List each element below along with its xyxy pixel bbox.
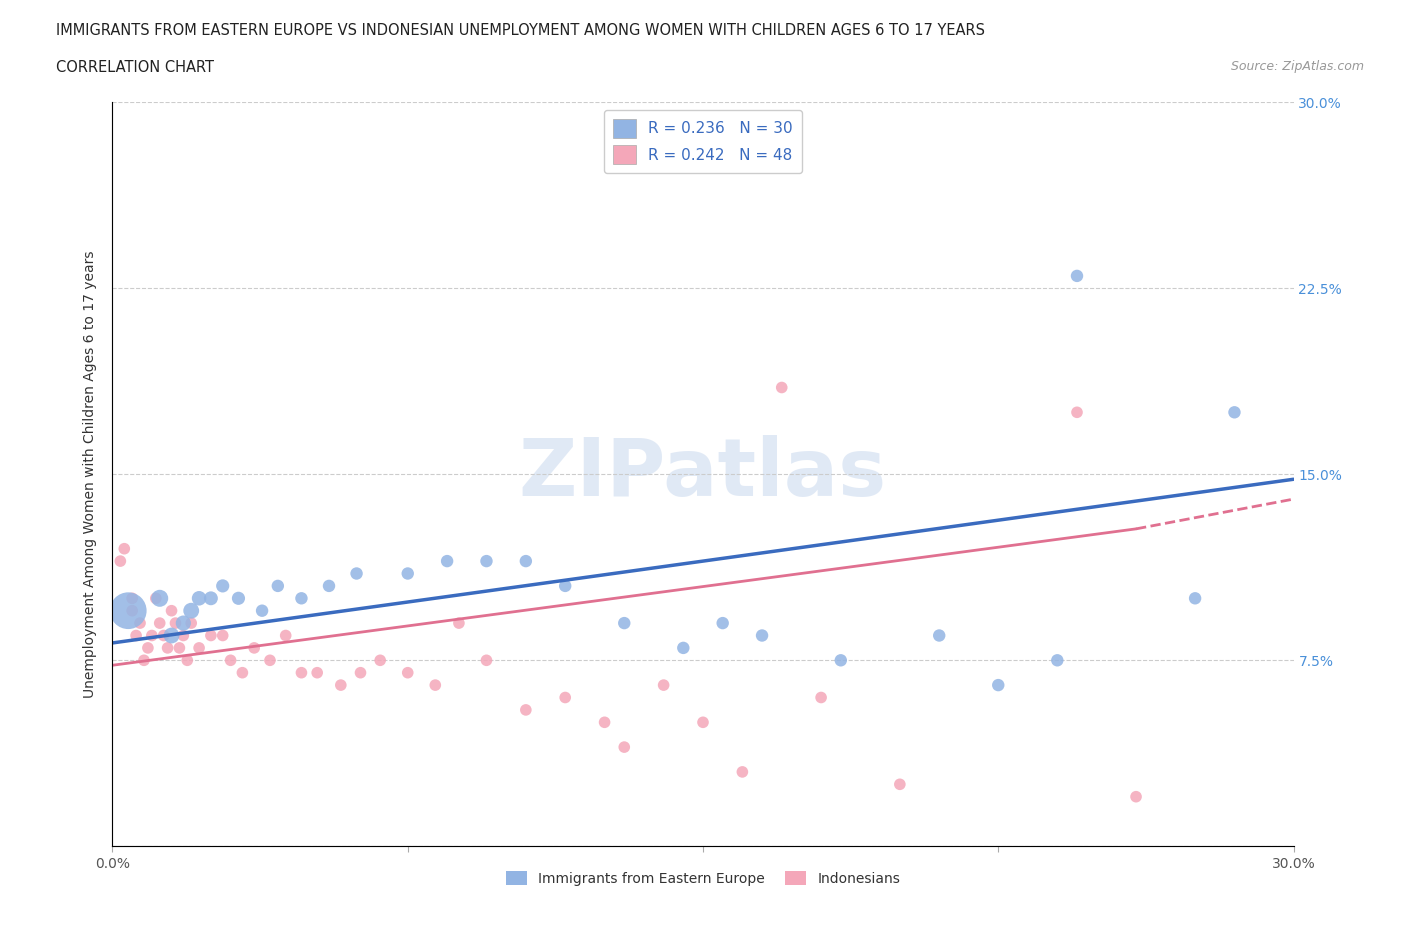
Point bbox=[613, 739, 636, 754]
Point bbox=[160, 604, 183, 618]
Legend: Immigrants from Eastern Europe, Indonesians: Immigrants from Eastern Europe, Indonesi… bbox=[501, 866, 905, 892]
Point bbox=[711, 616, 734, 631]
Point bbox=[987, 678, 1010, 693]
Point bbox=[117, 604, 139, 618]
Point bbox=[447, 616, 470, 631]
Point bbox=[172, 628, 194, 643]
Text: Source: ZipAtlas.com: Source: ZipAtlas.com bbox=[1230, 60, 1364, 73]
Point bbox=[436, 553, 458, 568]
Point bbox=[290, 591, 312, 605]
Point bbox=[396, 566, 419, 581]
Point bbox=[554, 690, 576, 705]
Point bbox=[145, 591, 167, 605]
Point bbox=[180, 616, 202, 631]
Text: ZIPatlas: ZIPatlas bbox=[519, 435, 887, 513]
Point bbox=[692, 715, 714, 730]
Point bbox=[770, 380, 793, 395]
Point bbox=[149, 591, 172, 605]
Point bbox=[231, 665, 253, 680]
Point bbox=[928, 628, 950, 643]
Point bbox=[180, 604, 202, 618]
Point bbox=[731, 764, 754, 779]
Y-axis label: Unemployment Among Women with Children Ages 6 to 17 years: Unemployment Among Women with Children A… bbox=[83, 250, 97, 698]
Point bbox=[219, 653, 242, 668]
Point bbox=[136, 641, 159, 656]
Point bbox=[211, 578, 233, 593]
Point bbox=[346, 566, 368, 581]
Point bbox=[129, 616, 152, 631]
Point bbox=[425, 678, 447, 693]
Point bbox=[274, 628, 297, 643]
Point bbox=[160, 628, 183, 643]
Point bbox=[475, 653, 498, 668]
Point bbox=[172, 616, 194, 631]
Point bbox=[267, 578, 290, 593]
Point bbox=[396, 665, 419, 680]
Point bbox=[290, 665, 312, 680]
Point bbox=[554, 578, 576, 593]
Point bbox=[613, 616, 636, 631]
Point bbox=[593, 715, 616, 730]
Point bbox=[169, 641, 191, 656]
Point bbox=[188, 641, 211, 656]
Point bbox=[165, 616, 187, 631]
Point bbox=[112, 541, 135, 556]
Text: IMMIGRANTS FROM EASTERN EUROPE VS INDONESIAN UNEMPLOYMENT AMONG WOMEN WITH CHILD: IMMIGRANTS FROM EASTERN EUROPE VS INDONE… bbox=[56, 23, 986, 38]
Point bbox=[318, 578, 340, 593]
Point bbox=[132, 653, 155, 668]
Point bbox=[243, 641, 266, 656]
Point bbox=[368, 653, 391, 668]
Point bbox=[1066, 405, 1088, 419]
Point bbox=[121, 604, 143, 618]
Point bbox=[349, 665, 371, 680]
Point bbox=[672, 641, 695, 656]
Point bbox=[1223, 405, 1246, 419]
Point bbox=[156, 641, 179, 656]
Point bbox=[259, 653, 281, 668]
Point bbox=[1066, 269, 1088, 284]
Point bbox=[152, 628, 174, 643]
Text: CORRELATION CHART: CORRELATION CHART bbox=[56, 60, 214, 75]
Point bbox=[1184, 591, 1206, 605]
Point bbox=[149, 616, 172, 631]
Point bbox=[810, 690, 832, 705]
Point bbox=[121, 591, 143, 605]
Point bbox=[751, 628, 773, 643]
Point bbox=[141, 628, 163, 643]
Point bbox=[200, 591, 222, 605]
Point bbox=[176, 653, 198, 668]
Point bbox=[889, 777, 911, 791]
Point bbox=[188, 591, 211, 605]
Point bbox=[515, 553, 537, 568]
Point bbox=[250, 604, 273, 618]
Point bbox=[652, 678, 675, 693]
Point bbox=[211, 628, 233, 643]
Point bbox=[228, 591, 250, 605]
Point bbox=[329, 678, 352, 693]
Point bbox=[515, 702, 537, 717]
Point bbox=[1046, 653, 1069, 668]
Point bbox=[110, 553, 132, 568]
Point bbox=[1125, 790, 1147, 804]
Point bbox=[200, 628, 222, 643]
Point bbox=[307, 665, 329, 680]
Point bbox=[125, 628, 148, 643]
Point bbox=[830, 653, 852, 668]
Point bbox=[475, 553, 498, 568]
